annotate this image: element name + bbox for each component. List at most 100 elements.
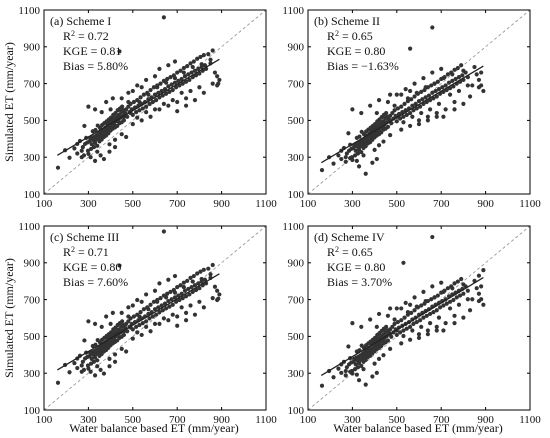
kge-label: KGE = 0.80 [327, 260, 385, 274]
data-point [215, 288, 220, 293]
data-point [152, 92, 158, 97]
data-point [150, 314, 155, 319]
data-point [188, 88, 193, 94]
data-point [91, 359, 97, 364]
x-tick-label: 100 [300, 414, 317, 426]
data-point [416, 332, 422, 337]
data-point [455, 65, 460, 71]
data-point [398, 116, 403, 121]
data-point [172, 80, 178, 85]
data-point [410, 328, 415, 333]
data-point [89, 356, 94, 361]
data-point [210, 262, 215, 268]
data-point [416, 121, 422, 127]
data-point [67, 155, 72, 160]
data-point [135, 83, 140, 88]
data-point [416, 335, 422, 340]
data-point [119, 346, 124, 352]
data-point [399, 104, 404, 109]
data-point [101, 156, 107, 162]
data-point [196, 66, 201, 71]
data-point [445, 286, 450, 291]
data-point [376, 98, 382, 103]
data-point [95, 364, 100, 369]
data-point [452, 107, 457, 112]
data-point [55, 380, 61, 385]
data-point [157, 66, 162, 71]
data-point [455, 279, 460, 284]
data-point [144, 319, 149, 324]
data-point [395, 319, 401, 325]
data-point [359, 149, 364, 155]
data-point [376, 356, 382, 361]
data-point [147, 101, 152, 106]
data-point [440, 85, 445, 90]
x-tick-label: 1100 [519, 198, 541, 210]
data-point [175, 284, 180, 290]
data-point [385, 99, 391, 105]
data-point [206, 52, 211, 57]
data-point [186, 286, 191, 292]
data-point [190, 64, 195, 70]
data-point [121, 332, 127, 338]
data-point [452, 321, 457, 326]
data-point [426, 93, 432, 98]
data-point [443, 321, 448, 326]
data-point [399, 318, 404, 323]
data-point [425, 118, 430, 123]
data-point [431, 310, 436, 315]
x-tick-label: 700 [169, 198, 186, 210]
data-point [343, 159, 348, 164]
data-point [404, 112, 409, 117]
data-point [157, 310, 162, 315]
data-point [126, 90, 131, 95]
data-point [395, 106, 401, 111]
data-point [399, 92, 404, 97]
data-point [157, 281, 162, 286]
data-point [381, 353, 386, 358]
data-point [92, 107, 98, 112]
data-point [474, 286, 479, 291]
scatter-panel-3: 100 300 500 700 900 1100 100 300 500 700 900 1100 (c… [18, 221, 277, 426]
data-point [161, 101, 166, 106]
y-axis-label-top: Simulated ET (mm/year) [2, 42, 16, 162]
one-to-one-line [43, 9, 267, 195]
data-point [388, 306, 393, 311]
data-point [82, 123, 87, 129]
data-point [92, 321, 98, 326]
data-point [437, 305, 443, 310]
data-point [165, 291, 170, 296]
y-tick-label: 100 [24, 405, 41, 417]
data-point [192, 283, 198, 288]
data-point [434, 114, 439, 119]
data-point [372, 335, 378, 340]
data-point [425, 114, 430, 119]
data-point [421, 289, 426, 294]
data-point [413, 101, 418, 106]
data-point [401, 114, 406, 119]
data-point [476, 291, 482, 296]
data-point [99, 324, 104, 329]
data-point [110, 338, 115, 343]
data-point [479, 284, 484, 289]
data-point [361, 153, 366, 158]
data-point [419, 89, 424, 94]
data-point [177, 83, 182, 88]
x-tick-label: 300 [80, 198, 97, 210]
data-point [75, 365, 80, 371]
x-tick-label: 900 [213, 198, 230, 210]
y-tick-label: 500 [288, 331, 305, 343]
data-point [412, 81, 417, 86]
bias-label: Bias = 5.80% [63, 59, 128, 73]
data-point [106, 125, 111, 130]
data-point [339, 156, 344, 162]
data-point [104, 99, 109, 105]
data-point [188, 303, 193, 308]
x-tick-label: 300 [344, 414, 361, 426]
data-point [144, 77, 149, 83]
data-point [196, 281, 201, 286]
data-point [339, 370, 344, 375]
data-point [92, 373, 98, 378]
data-point [201, 90, 206, 95]
data-point [130, 88, 135, 94]
